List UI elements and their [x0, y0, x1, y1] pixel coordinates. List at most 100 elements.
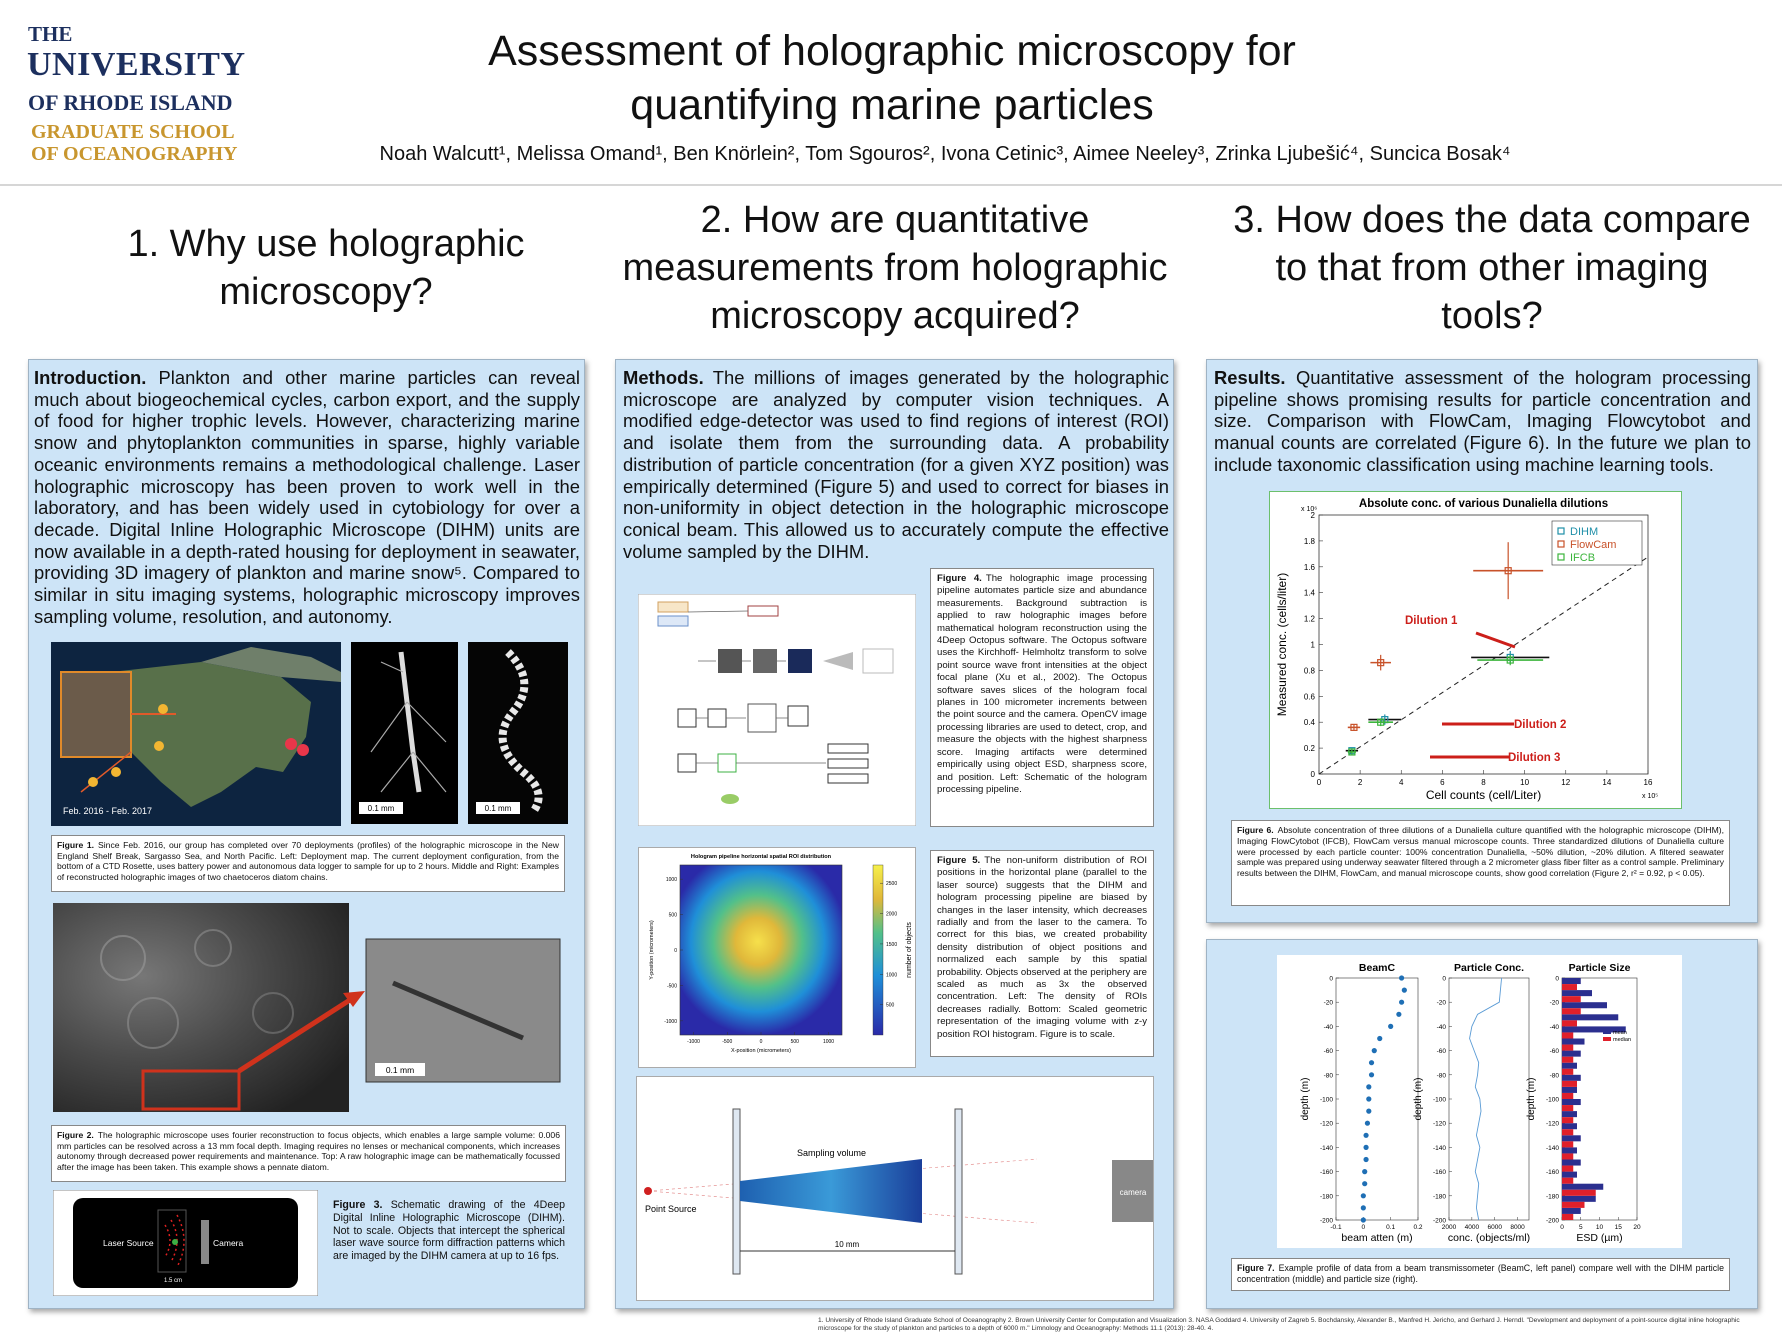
y-tick-label: -100 — [1320, 1097, 1333, 1104]
y-tick-label: 0 — [674, 948, 677, 954]
legend-swatch — [1557, 540, 1565, 548]
data-point — [1362, 1169, 1368, 1175]
profile-chart: BeamC beam atten (m) depth (m) -0.1 0 0.1 0.2 0… — [1277, 955, 1682, 1248]
size-bar — [1562, 1008, 1581, 1015]
map-pin — [111, 767, 121, 777]
colorbar-tick-label: 2500 — [886, 881, 897, 887]
size-bar — [1562, 1002, 1607, 1009]
data-point — [1377, 718, 1385, 726]
zoom-box — [141, 1069, 241, 1111]
scale-box — [375, 1063, 425, 1076]
x-tick-label: 0 — [1317, 778, 1322, 787]
scale-bar-label: 0.1 mm — [485, 804, 512, 813]
map-pin — [88, 777, 98, 787]
y-tick-label: -140 — [1546, 1145, 1559, 1152]
y-tick-label: -100 — [1433, 1097, 1446, 1104]
x-tick-label: 0 — [760, 1039, 763, 1045]
map-dates: Feb. 2016 - Feb. 2017 — [63, 806, 152, 816]
size-bar — [1562, 1129, 1574, 1136]
data-point — [1371, 1048, 1377, 1054]
flow-arrow — [687, 610, 826, 764]
x-tick-label: 6 — [1440, 778, 1445, 787]
data-point — [1368, 1060, 1375, 1066]
data-point — [1366, 1084, 1372, 1090]
data-point — [1399, 999, 1405, 1005]
size-bar — [1562, 1032, 1574, 1039]
step-image — [862, 648, 894, 674]
lead: Results. — [1214, 367, 1286, 388]
colorbar — [872, 864, 884, 1036]
diatom-setae — [370, 661, 447, 793]
size-bar — [1562, 990, 1592, 997]
y-tick-label: 1.6 — [1304, 563, 1316, 572]
y-tick-label: 0 — [1311, 770, 1316, 779]
x-axis-label: Cell counts (cell/Liter) — [1426, 788, 1541, 802]
map-pin — [158, 704, 168, 714]
step-image — [721, 794, 739, 804]
size-bar — [1562, 978, 1581, 985]
schematic-frame — [638, 594, 916, 826]
size-bar — [1562, 1068, 1574, 1075]
step-image — [718, 649, 742, 673]
step-box — [747, 605, 779, 617]
deployment-map: Feb. 2016 - Feb. 2017 — [51, 642, 341, 826]
size-bar — [1562, 1050, 1581, 1057]
size-bar — [1562, 1159, 1581, 1166]
y-tick-label: -20 — [1550, 1000, 1560, 1007]
y-tick-label: 0.6 — [1304, 692, 1316, 701]
legend-swatch — [1603, 1037, 1611, 1041]
y-axis-label: Y-position (micrometers) — [649, 920, 655, 980]
colorbar-tick-label: 2000 — [886, 912, 897, 918]
lead: Methods. — [623, 367, 704, 388]
caption-text: The holographic microscope uses fourier … — [57, 1130, 560, 1172]
diffraction-ring — [100, 935, 146, 981]
step-box — [657, 615, 689, 627]
caption-text: The holographic image processing pipelin… — [937, 573, 1148, 795]
y-axis-label: depth (m) — [1413, 1078, 1424, 1121]
logo-line: THE — [28, 22, 73, 46]
diagram-label: 10 mm — [835, 1240, 860, 1249]
x-tick-label: 0 — [1560, 1224, 1564, 1231]
legend-label: median — [1613, 1037, 1631, 1043]
data-point — [1377, 1035, 1383, 1042]
size-bar — [1562, 1092, 1574, 1099]
heatmap-cells — [680, 865, 842, 1035]
size-bar — [1562, 1171, 1577, 1178]
schematic-label: Camera — [213, 1238, 244, 1248]
image-bg — [468, 642, 568, 824]
arrow-head — [343, 991, 365, 1007]
x-tick-label: 10 — [1596, 1224, 1604, 1231]
schematic-label: Laser Source — [103, 1238, 154, 1248]
y-tick-label: -200 — [1433, 1218, 1446, 1225]
data-point — [1350, 723, 1358, 731]
references: 1. University of Rhode Island Graduate S… — [818, 1317, 1740, 1332]
size-bar — [1562, 1123, 1577, 1130]
scale-box — [359, 802, 403, 814]
size-bar — [1562, 1165, 1574, 1172]
size-bar — [1562, 1080, 1577, 1087]
x-axis-label: conc. (objects/ml) — [1448, 1232, 1530, 1244]
diatom-image: 0.1 mm — [351, 642, 458, 824]
size-bar — [1562, 1195, 1596, 1202]
y-axis-label: depth (m) — [1300, 1078, 1311, 1121]
y-tick-label: -160 — [1433, 1169, 1446, 1176]
y-tick-label: -140 — [1433, 1145, 1446, 1152]
plot-frame — [1335, 977, 1419, 1221]
x-tick-label: 8000 — [1510, 1224, 1525, 1231]
y-tick-label: -40 — [1324, 1024, 1334, 1031]
rosette-photo — [60, 671, 132, 758]
paragraph: Plankton and other marine particles can … — [34, 367, 580, 627]
window — [954, 1108, 963, 1275]
figure-caption: Figure 2. The holographic microscope uses… — [51, 1125, 566, 1182]
caption-text: The non-uniform distribution of ROI posi… — [937, 855, 1147, 1040]
x-tick-label: 14 — [1602, 778, 1611, 787]
section-heading: 1. Why use holographic microscopy? — [127, 223, 525, 313]
pipeline-schematic — [638, 594, 916, 826]
beam-edge — [647, 1190, 1038, 1224]
diagram-label: Point Source — [645, 1204, 697, 1214]
x-tick-label: 2000 — [1442, 1224, 1457, 1231]
data-point — [1388, 1023, 1394, 1029]
y-tick-label: 0.4 — [1304, 718, 1316, 727]
data-point — [1363, 1156, 1369, 1163]
